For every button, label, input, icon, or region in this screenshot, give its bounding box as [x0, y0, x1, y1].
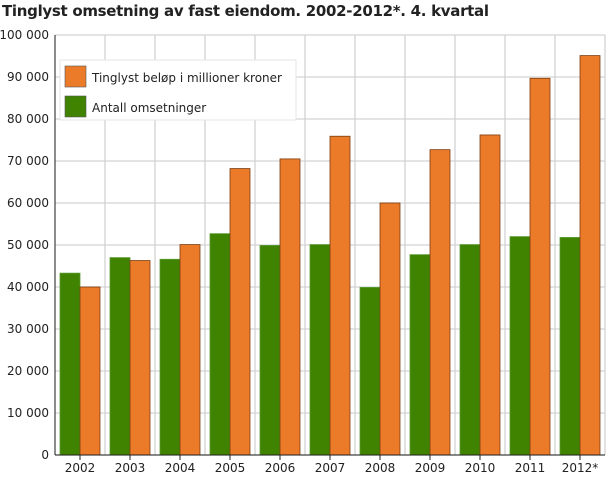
legend: Tinglyst beløp i millioner kroner Antall …	[59, 59, 297, 121]
legend-box	[59, 59, 297, 121]
y-tick-label: 30 000	[7, 322, 49, 336]
y-tick-label: 40 000	[7, 280, 49, 294]
bar-amount	[279, 158, 301, 456]
x-tick-label: 2002	[65, 461, 96, 475]
bar-amount	[379, 202, 401, 456]
y-tick-label: 50 000	[7, 238, 49, 252]
y-tick-label: 80 000	[7, 112, 49, 126]
bar-amount	[579, 55, 601, 456]
x-tick-label: 2010	[465, 461, 496, 475]
y-tick-label: 70 000	[7, 154, 49, 168]
x-tick-label: 2007	[315, 461, 346, 475]
legend-swatch	[64, 95, 87, 118]
x-tick-label: 2009	[415, 461, 446, 475]
bar-count	[159, 258, 181, 456]
bar-count	[559, 237, 581, 456]
bar-count	[109, 257, 131, 456]
bar-count	[259, 245, 281, 456]
bar-count	[309, 244, 331, 456]
x-tick-label: 2003	[115, 461, 146, 475]
y-tick-label: 90 000	[7, 70, 49, 84]
x-tick-label: 2004	[165, 461, 196, 475]
bar-amount	[129, 260, 151, 456]
legend-label: Tinglyst beløp i millioner kroner	[91, 71, 282, 85]
bar-count	[359, 287, 381, 456]
bar-amount	[229, 168, 251, 456]
y-tick-label: 20 000	[7, 364, 49, 378]
legend-swatch	[64, 65, 87, 88]
y-tick-label: 10 000	[7, 406, 49, 420]
x-tick-label: 2005	[215, 461, 246, 475]
y-tick-label: 100 000	[0, 28, 49, 42]
bar-amount	[179, 244, 201, 456]
x-tick-label: 2011	[515, 461, 546, 475]
bar-amount	[329, 135, 351, 456]
bar-amount	[79, 286, 101, 456]
y-tick-label: 0	[41, 448, 49, 462]
x-tick-label: 2012*	[562, 461, 599, 475]
bar-amount	[479, 134, 501, 456]
legend-label: Antall omsetninger	[92, 101, 206, 115]
chart-title: Tinglyst omsetning av fast eiendom. 2002…	[2, 2, 489, 20]
x-tick-label: 2006	[265, 461, 296, 475]
y-tick-label: 60 000	[7, 196, 49, 210]
bar-count	[409, 254, 431, 456]
x-tick-label: 2008	[365, 461, 396, 475]
bar-count	[509, 236, 531, 456]
bar-count	[459, 244, 481, 456]
bar-amount	[529, 77, 551, 456]
bar-amount	[429, 149, 451, 456]
bar-count	[209, 233, 231, 456]
bar-count	[59, 272, 81, 456]
